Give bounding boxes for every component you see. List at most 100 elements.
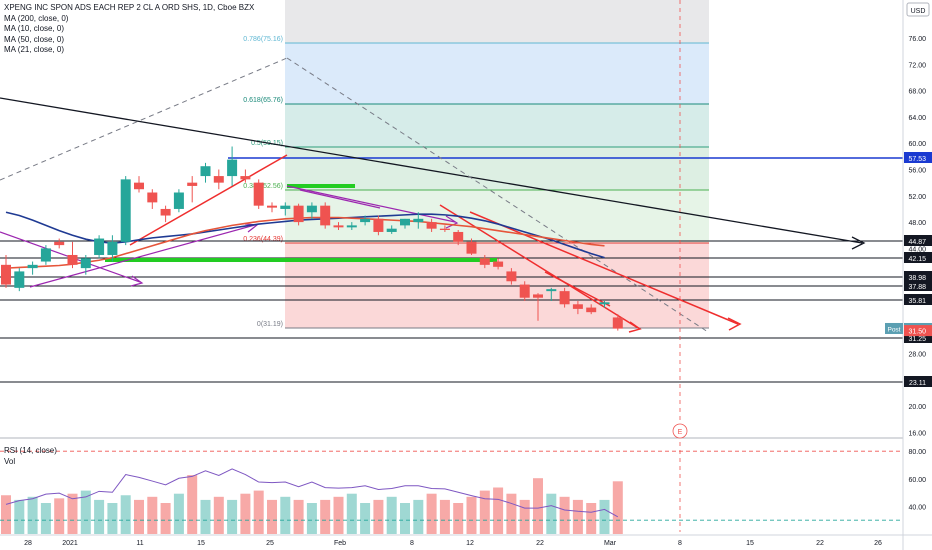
level-tag-23.11[interactable] [904,376,932,387]
candle-body[interactable] [40,248,51,262]
ma-21-label[interactable]: MA (21, close, 0) [4,45,65,54]
candle-body[interactable] [453,231,464,242]
level-tag-38.98[interactable] [904,271,932,282]
candle-body[interactable] [54,241,65,246]
candle-body[interactable] [267,205,277,208]
trendline-black[interactable] [0,97,863,244]
candle-body[interactable] [187,182,198,186]
ma-10-label[interactable]: MA (10, close, 0) [4,24,65,33]
volume-bar[interactable] [240,493,251,534]
volume-bar[interactable] [160,503,171,534]
dashed-trend-up[interactable] [0,57,288,181]
currency-badge[interactable] [906,2,930,17]
volume-bar[interactable] [546,493,557,534]
volume-bar[interactable] [466,496,477,534]
candle-body[interactable] [120,179,131,242]
volume-bar[interactable] [426,493,437,534]
price-tag-last[interactable] [904,325,932,337]
candle-body[interactable] [240,176,251,180]
volume-bar[interactable] [14,499,25,534]
volume-bar[interactable] [107,503,118,534]
ma-50-label[interactable]: MA (50, close, 0) [4,34,65,44]
volume-bar[interactable] [373,499,384,534]
level-tag-31.25[interactable] [904,332,932,343]
volume-bar[interactable] [453,503,464,534]
candle-body[interactable] [466,241,477,254]
candle-body[interactable] [439,228,450,230]
candle-body[interactable] [227,159,238,177]
volume-bar[interactable] [533,478,543,534]
volume-bar[interactable] [360,503,371,534]
volume-bar[interactable] [280,496,291,534]
level-tag-42.15[interactable] [904,252,932,263]
volume-bar[interactable] [40,503,51,534]
candle-body[interactable] [346,225,357,228]
symbol-title[interactable]: XPENG INC SPON ADS EACH REP 2 CL A ORD S… [4,3,255,12]
dashed-trend-down[interactable] [286,57,709,333]
support-zone-lower[interactable] [105,258,497,262]
volume-bar[interactable] [333,496,344,534]
candle-body[interactable] [107,241,118,255]
candle-body[interactable] [479,258,490,265]
volume-bar[interactable] [120,495,131,534]
volume-bar[interactable] [213,496,224,534]
candle-body[interactable] [360,218,371,223]
candle-body[interactable] [80,258,91,269]
candle-body[interactable] [160,208,171,216]
candle-body[interactable] [200,166,211,177]
volume-bar[interactable] [413,499,424,534]
volume-bar[interactable] [519,499,530,534]
volume-bar[interactable] [386,496,397,534]
candle-body[interactable] [27,264,38,269]
volume-bar[interactable] [187,475,198,534]
candle-body[interactable] [400,218,410,226]
level-tag-57.53[interactable] [904,152,932,163]
candle-body[interactable] [612,317,623,329]
candle-body[interactable] [413,218,424,223]
volume-bar[interactable] [253,490,264,534]
candle-body[interactable] [559,291,570,305]
support-zone-upper[interactable] [287,184,355,188]
candle-body[interactable] [147,192,158,203]
candle-body[interactable] [1,264,11,285]
volume-bar[interactable] [306,503,317,534]
ma-line-1[interactable] [5,216,605,269]
candle-body[interactable] [134,182,144,190]
volume-bar[interactable] [27,496,38,534]
rsi-line[interactable] [5,468,619,518]
volume-bar[interactable] [493,487,504,535]
volume-bar[interactable] [1,495,11,534]
candle-body[interactable] [67,254,78,265]
earnings-event-icon[interactable] [672,423,688,439]
volume-bar[interactable] [67,493,78,534]
level-tag-44.87[interactable] [904,235,932,246]
volume-bar[interactable] [439,499,450,534]
volume-bar[interactable] [200,499,211,534]
volume-bar[interactable] [267,499,277,534]
candle-body[interactable] [519,284,530,298]
candle-body[interactable] [599,302,610,305]
ma-200-label[interactable]: MA (200, close, 0) [4,13,69,23]
candle-body[interactable] [280,205,291,209]
volume-bar[interactable] [559,496,570,534]
candle-body[interactable] [493,261,504,267]
volume-bar[interactable] [400,503,410,534]
volume-bar[interactable] [506,493,517,534]
volume-bar[interactable] [320,499,331,534]
purple-arrows[interactable] [0,185,459,288]
candle-body[interactable] [213,176,224,183]
candle-body[interactable] [572,304,583,309]
volume-bar[interactable] [54,498,65,534]
volume-bar[interactable] [586,503,597,534]
volume-bar[interactable] [599,499,610,534]
post-badge[interactable] [885,322,903,334]
candle-body[interactable] [546,289,557,292]
candle-body[interactable] [533,294,543,298]
level-tag-37.88[interactable] [904,280,932,291]
volume-bar[interactable] [134,499,144,534]
candle-body[interactable] [373,218,384,232]
volume-label[interactable]: Vol [4,456,16,466]
candle-body[interactable] [306,205,317,213]
candle-body[interactable] [506,271,517,282]
